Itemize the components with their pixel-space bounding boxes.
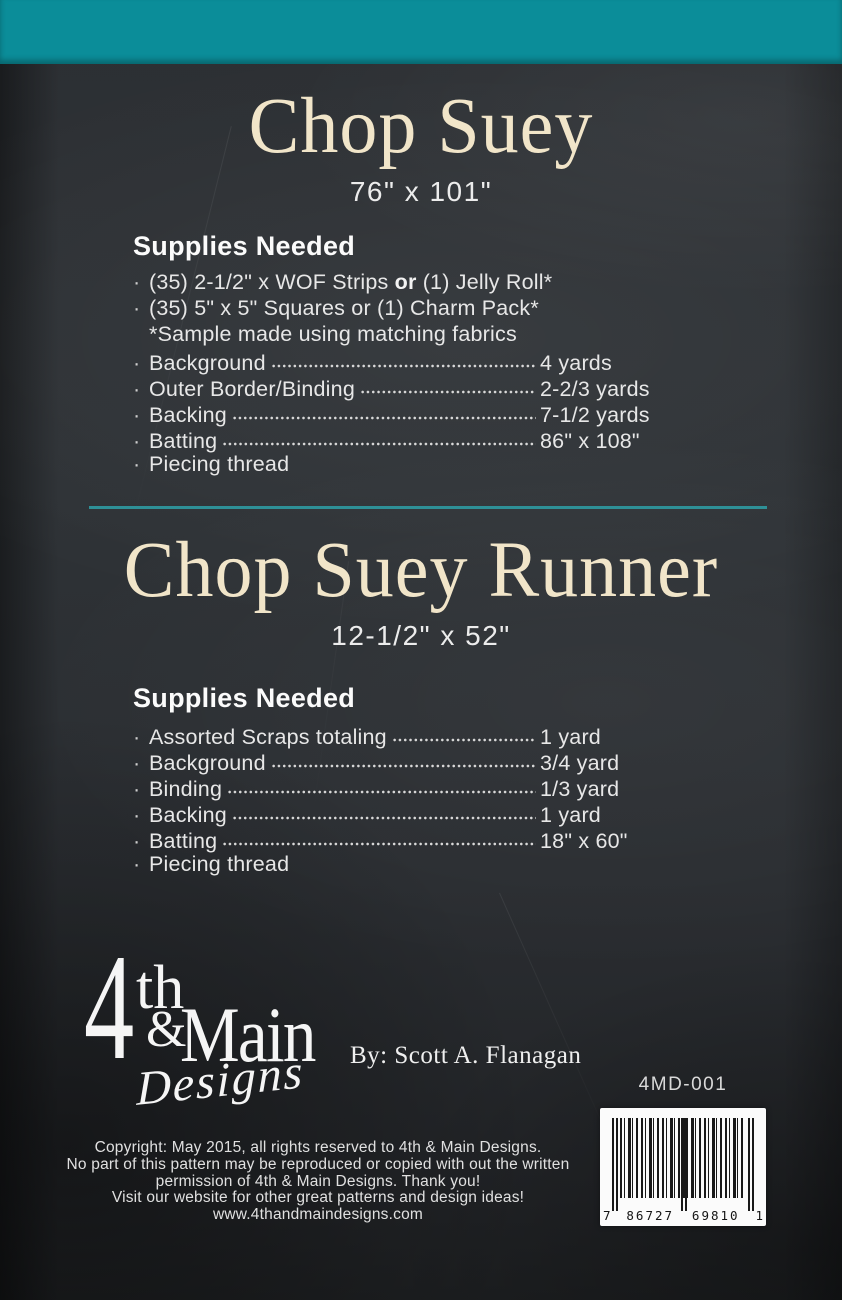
list-item: · (35) 5" x 5" Squares or (1) Charm Pack… xyxy=(133,296,660,322)
copyright-line: Copyright: May 2015, all rights reserved… xyxy=(94,1139,542,1156)
quilt-supplies-section: Supplies Needed · (35) 2-1/2" x WOF Stri… xyxy=(133,231,660,478)
list-item-label: (35) 5" x 5" Squares or (1) Charm Pack* xyxy=(149,296,539,320)
barcode-guard-bar xyxy=(616,1118,618,1211)
quilt-dimensions: 76" x 101" xyxy=(349,176,493,207)
list-item: · Outer Border/Binding 2-2/3 yards xyxy=(133,374,660,401)
upc-barcode: 7 86727 69810 1 xyxy=(600,1108,766,1226)
list-item: · (35) 2-1/2" x WOF Strips or (1) Jelly … xyxy=(133,270,660,296)
barcode-digits-group2: 69810 xyxy=(689,1208,742,1223)
list-item-label: Background xyxy=(149,350,266,375)
barcode-guard-bar xyxy=(752,1118,754,1211)
dotted-leader xyxy=(227,774,536,796)
list-item: · Background 4 yards xyxy=(133,348,660,375)
dotted-leader xyxy=(231,400,536,422)
list-item-label: Assorted Scraps totaling xyxy=(149,724,387,749)
list-item: · Batting 86" x 108" xyxy=(133,426,660,453)
list-item-value: 2-2/3 yards xyxy=(540,376,650,401)
runner-supplies-header: Supplies Needed xyxy=(133,683,356,713)
list-item-label: Piecing thread xyxy=(149,452,290,476)
bullet-dot: · xyxy=(133,852,141,876)
dotted-leader xyxy=(222,426,536,448)
logo-numeral-4: 4 xyxy=(84,923,135,1091)
quilt-title: Chop Suey xyxy=(248,82,594,170)
barcode-digits-group1: 86727 xyxy=(624,1208,677,1223)
copyright-block: Copyright: May 2015, all rights reserved… xyxy=(40,1139,596,1224)
list-item-value: 7-1/2 yards xyxy=(540,402,650,427)
barcode-guard-bar xyxy=(748,1118,750,1211)
list-item-value: 18" x 60" xyxy=(540,828,628,853)
dotted-leader xyxy=(359,374,536,396)
item-strips-post: (1) Jelly Roll* xyxy=(416,270,553,294)
pattern-sku: 4MD-001 xyxy=(638,1074,728,1095)
quilt-supplies-header: Supplies Needed xyxy=(133,231,356,261)
top-teal-bar xyxy=(0,0,842,64)
list-item-label: Batting xyxy=(149,428,218,453)
bullet-dot: · xyxy=(133,776,141,801)
note-text: *Sample made using matching fabrics xyxy=(149,322,517,346)
item-strips-pre: (35) 2-1/2" x WOF Strips xyxy=(149,270,395,294)
list-item: · Piecing thread xyxy=(133,852,660,878)
website-url: www.4thandmaindesigns.com xyxy=(212,1206,424,1224)
list-item-label: Batting xyxy=(149,828,218,853)
bullet-dot: · xyxy=(133,270,141,294)
list-item: · Piecing thread xyxy=(133,452,660,478)
barcode-digits: 7 86727 69810 1 xyxy=(603,1208,763,1223)
bullet-dot: · xyxy=(133,724,141,749)
list-item-value: 4 yards xyxy=(540,350,612,375)
runner-supplies-section: Supplies Needed · Assorted Scraps totali… xyxy=(133,683,660,878)
list-item: · Background 3/4 yard xyxy=(133,748,660,775)
list-item-label: Outer Border/Binding xyxy=(149,376,355,401)
dotted-leader xyxy=(270,748,536,770)
logo-th: th xyxy=(136,954,185,1022)
item-strips-or: or xyxy=(394,270,417,294)
dotted-leader xyxy=(391,722,536,744)
bullet-dot: · xyxy=(133,428,141,453)
list-item-value: 86" x 108" xyxy=(540,428,640,453)
list-item-label: Binding xyxy=(149,776,223,801)
copyright-line: No part of this pattern may be reproduce… xyxy=(66,1155,570,1173)
barcode-guard-bar xyxy=(681,1118,683,1211)
barcode-digit-right: 1 xyxy=(755,1208,763,1223)
dotted-leader xyxy=(231,800,536,822)
bullet-dot: · xyxy=(133,828,141,853)
list-item-label: Piecing thread xyxy=(149,852,290,876)
barcode-guard-bar xyxy=(612,1118,614,1211)
bullet-dot: · xyxy=(133,750,141,775)
logo-ampersand: & xyxy=(146,1001,187,1058)
list-item-label: Backing xyxy=(149,802,227,827)
copyright-line: permission of 4th & Main Designs. Thank … xyxy=(155,1172,481,1190)
list-item-value: 3/4 yard xyxy=(540,750,620,775)
fourth-and-main-logo: 4 th & Main Designs xyxy=(84,931,344,1127)
barcode-digit-left: 7 xyxy=(603,1208,611,1223)
bullet-dot: · xyxy=(133,376,141,401)
bullet-dot: · xyxy=(133,350,141,375)
list-item-value: 1 yard xyxy=(540,802,601,827)
bullet-dot: · xyxy=(133,452,141,476)
list-item: · Assorted Scraps totaling 1 yard xyxy=(133,722,660,749)
runner-dimensions: 12-1/2" x 52" xyxy=(331,620,511,651)
list-item: · Batting 18" x 60" xyxy=(133,826,660,853)
list-item-value: 1 yard xyxy=(540,724,601,749)
list-item: · Binding 1/3 yard xyxy=(133,774,660,801)
list-item-value: 1/3 yard xyxy=(540,776,620,801)
bullet-dot: · xyxy=(133,802,141,827)
barcode-bars xyxy=(620,1118,746,1198)
list-item-label: Backing xyxy=(149,402,227,427)
list-item-label: Background xyxy=(149,750,266,775)
dotted-leader xyxy=(222,826,536,848)
dotted-leader xyxy=(270,348,536,370)
bullet-dot: · xyxy=(133,296,141,320)
barcode-guard-bar xyxy=(685,1118,687,1211)
bullet-dot: · xyxy=(133,402,141,427)
logo-main-word: Main xyxy=(180,991,316,1078)
list-note: *Sample made using matching fabrics xyxy=(133,322,660,348)
list-item-label: (35) 2-1/2" x WOF Strips or (1) Jelly Ro… xyxy=(149,270,552,295)
copyright-line: Visit our website for other great patter… xyxy=(111,1189,525,1207)
list-item: · Backing 7-1/2 yards xyxy=(133,400,660,427)
teal-divider-line xyxy=(89,506,767,509)
list-item: · Backing 1 yard xyxy=(133,800,660,827)
runner-title: Chop Suey Runner xyxy=(123,526,719,614)
designer-byline: By: Scott A. Flanagan xyxy=(350,1042,582,1069)
